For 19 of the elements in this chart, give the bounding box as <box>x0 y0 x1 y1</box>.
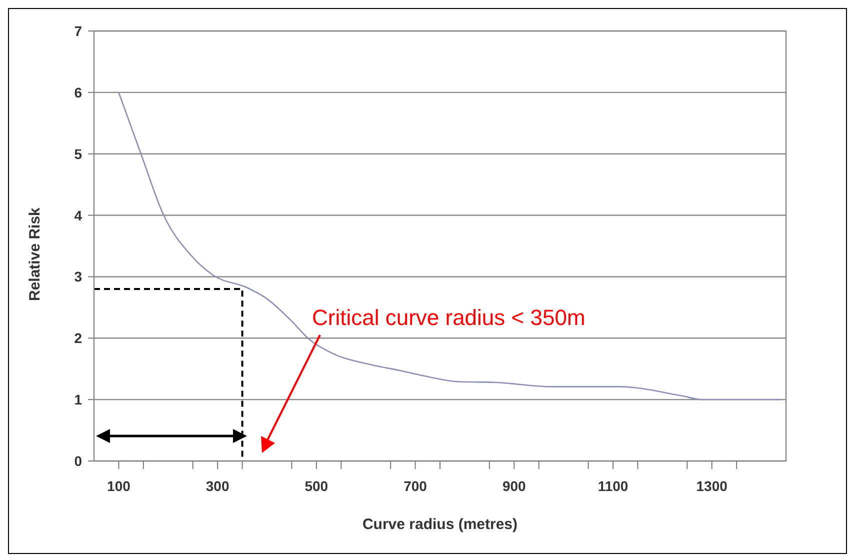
x-tick-label: 1100 <box>598 478 628 494</box>
y-tick-label: 2 <box>74 330 82 346</box>
x-tick-label: 100 <box>107 478 131 494</box>
y-axis-title: Relative Risk <box>26 206 44 301</box>
y-tick-label: 5 <box>74 146 82 162</box>
y-tick-label: 4 <box>74 207 82 224</box>
x-tick-label: 500 <box>304 478 328 494</box>
line-series <box>118 92 782 400</box>
y-tick-label: 6 <box>74 84 82 100</box>
x-tick-label: 300 <box>206 478 230 494</box>
x-tick-label: 1300 <box>696 478 728 494</box>
y-tick-label: 1 <box>74 392 82 408</box>
x-axis-title: Curve radius (metres) <box>362 516 518 533</box>
y-tick-label: 7 <box>74 23 82 39</box>
y-tick-label: 0 <box>74 453 82 469</box>
annotation: Critical curve radius < 350m <box>312 305 586 330</box>
y-tick-label: 3 <box>74 268 82 285</box>
x-tick-label: 900 <box>502 478 526 494</box>
x-tick-label: 700 <box>404 478 428 494</box>
